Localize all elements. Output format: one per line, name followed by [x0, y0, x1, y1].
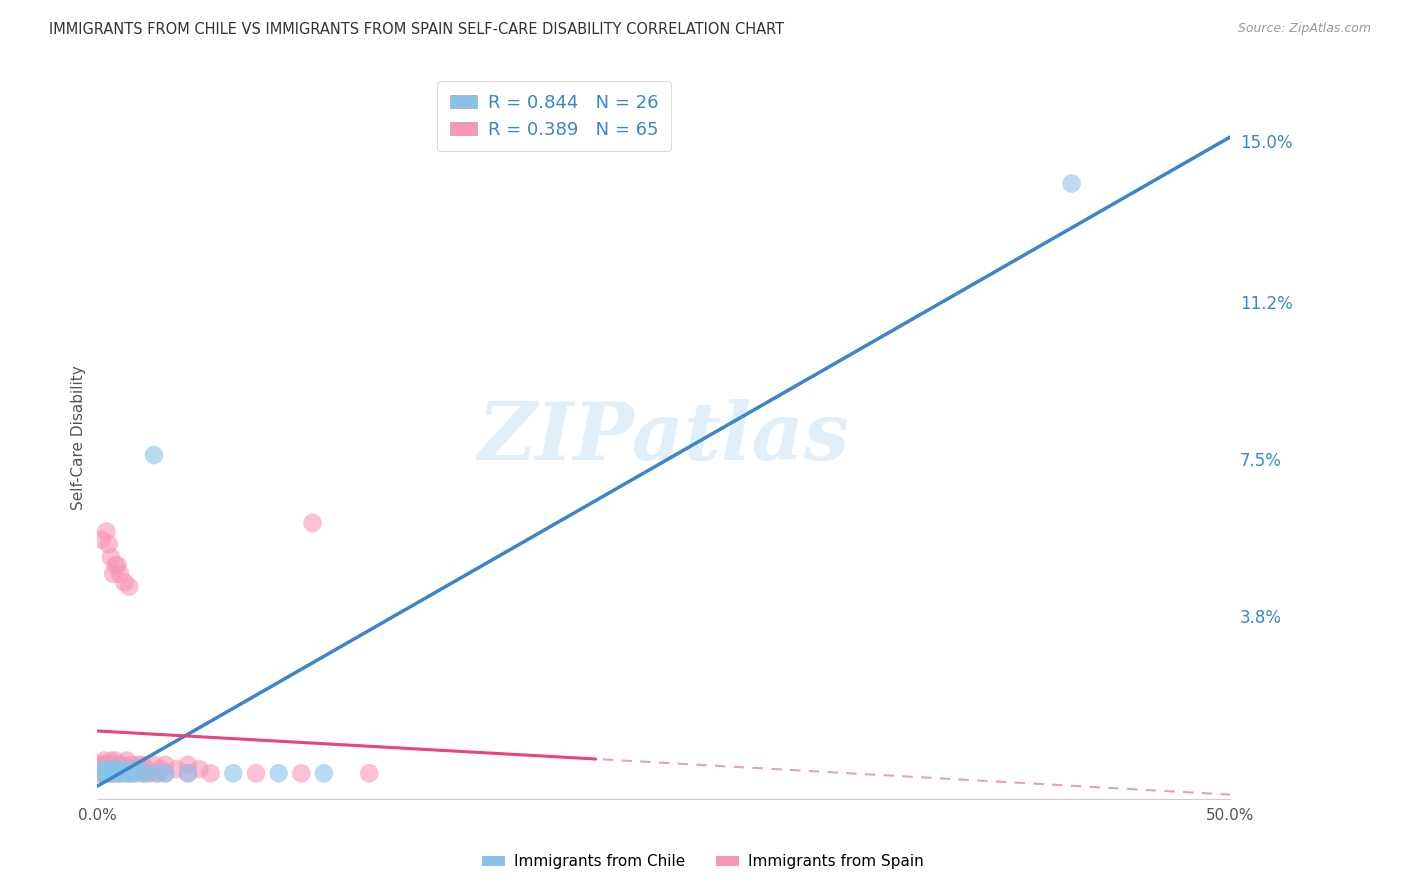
Point	[122, 762, 145, 776]
Point	[100, 549, 122, 564]
Point	[108, 762, 131, 776]
Point	[104, 766, 127, 780]
Point	[200, 766, 222, 780]
Point	[89, 766, 111, 780]
Point	[107, 558, 129, 573]
Legend: R = 0.844   N = 26, R = 0.389   N = 65: R = 0.844 N = 26, R = 0.389 N = 65	[437, 81, 671, 152]
Legend: Immigrants from Chile, Immigrants from Spain: Immigrants from Chile, Immigrants from S…	[477, 848, 929, 875]
Point	[114, 575, 136, 590]
Point	[103, 762, 125, 776]
Point	[90, 766, 112, 780]
Point	[90, 757, 112, 772]
Point	[111, 766, 134, 780]
Point	[1060, 177, 1083, 191]
Point	[122, 766, 145, 780]
Point	[100, 766, 122, 780]
Point	[143, 448, 166, 462]
Text: Source: ZipAtlas.com: Source: ZipAtlas.com	[1237, 22, 1371, 36]
Point	[245, 766, 267, 780]
Point	[115, 754, 138, 768]
Point	[89, 762, 111, 776]
Point	[108, 566, 131, 581]
Point	[90, 533, 112, 547]
Point	[136, 766, 159, 780]
Point	[155, 757, 177, 772]
Point	[108, 766, 131, 780]
Point	[90, 762, 112, 776]
Point	[155, 766, 177, 780]
Point	[107, 762, 129, 776]
Point	[114, 762, 136, 776]
Point	[312, 766, 335, 780]
Point	[115, 766, 138, 780]
Point	[148, 766, 170, 780]
Point	[103, 566, 125, 581]
Point	[96, 766, 118, 780]
Point	[138, 766, 160, 780]
Point	[131, 766, 153, 780]
Point	[97, 762, 120, 776]
Point	[89, 757, 111, 772]
Point	[290, 766, 312, 780]
Point	[131, 766, 153, 780]
Point	[100, 754, 122, 768]
Point	[104, 754, 127, 768]
Point	[267, 766, 290, 780]
Point	[177, 766, 200, 780]
Point	[97, 762, 120, 776]
Point	[96, 757, 118, 772]
Point	[100, 762, 122, 776]
Point	[125, 762, 148, 776]
Text: IMMIGRANTS FROM CHILE VS IMMIGRANTS FROM SPAIN SELF-CARE DISABILITY CORRELATION : IMMIGRANTS FROM CHILE VS IMMIGRANTS FROM…	[49, 22, 785, 37]
Point	[103, 757, 125, 772]
Point	[97, 766, 120, 780]
Point	[93, 754, 115, 768]
Point	[104, 558, 127, 573]
Point	[125, 766, 148, 780]
Point	[104, 762, 127, 776]
Point	[177, 766, 200, 780]
Point	[177, 757, 200, 772]
Point	[97, 537, 120, 551]
Point	[129, 762, 152, 776]
Point	[136, 762, 159, 776]
Point	[166, 762, 188, 776]
Point	[107, 766, 129, 780]
Point	[96, 766, 118, 780]
Point	[222, 766, 245, 780]
Point	[359, 766, 381, 780]
Y-axis label: Self-Care Disability: Self-Care Disability	[72, 366, 86, 510]
Point	[114, 762, 136, 776]
Point	[96, 762, 118, 776]
Point	[96, 524, 118, 539]
Point	[120, 766, 142, 780]
Point	[100, 766, 122, 780]
Point	[301, 516, 323, 530]
Text: ZIPatlas: ZIPatlas	[478, 400, 849, 477]
Point	[93, 762, 115, 776]
Point	[120, 757, 142, 772]
Point	[89, 766, 111, 780]
Point	[93, 762, 115, 776]
Point	[118, 766, 141, 780]
Point	[115, 766, 138, 780]
Point	[118, 580, 141, 594]
Point	[103, 766, 125, 780]
Point	[111, 757, 134, 772]
Point	[93, 766, 115, 780]
Point	[188, 762, 211, 776]
Point	[145, 766, 167, 780]
Point	[155, 766, 177, 780]
Point	[131, 757, 153, 772]
Point	[149, 762, 172, 776]
Point	[118, 762, 141, 776]
Point	[107, 757, 129, 772]
Point	[127, 757, 149, 772]
Point	[90, 766, 112, 780]
Point	[93, 757, 115, 772]
Point	[143, 757, 166, 772]
Point	[97, 757, 120, 772]
